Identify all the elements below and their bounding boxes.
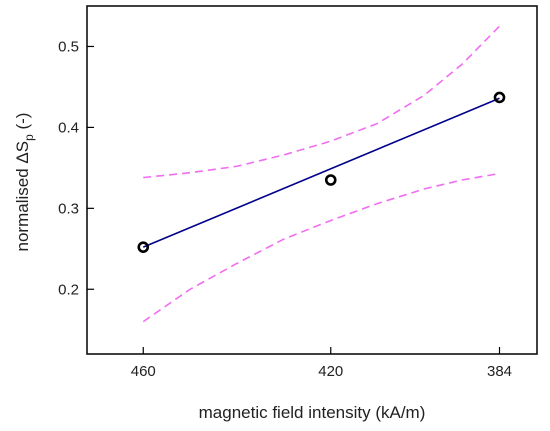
confidence-band-lower	[142, 172, 500, 323]
y-axis-title-suffix: (-)	[13, 113, 32, 135]
x-axis-title: magnetic field intensity (kA/m)	[199, 403, 426, 422]
x-tick-label-2: 384	[487, 363, 512, 380]
data-point-1	[324, 174, 337, 186]
x-tick-label-1: 420	[318, 363, 343, 380]
x-tick-label-0: 460	[131, 363, 156, 380]
plot-marks	[137, 25, 506, 323]
y-axis-title-prefix: normalised	[13, 164, 32, 252]
y-axis-title-symbol: ΔS	[13, 141, 32, 164]
plot-frame	[86, 5, 538, 355]
axis-ticks: 460 420 384 0.2 0.3 0.4 0.5	[58, 38, 512, 380]
y-axis-title: normalised ΔSp (-)	[13, 113, 36, 252]
y-tick-label-3: 0.5	[58, 38, 79, 55]
data-point-0	[137, 241, 150, 253]
y-tick-label-0: 0.2	[58, 281, 79, 298]
y-tick-label-1: 0.3	[58, 200, 79, 217]
data-point-2	[493, 91, 506, 104]
confidence-band-upper	[143, 25, 501, 179]
fit-line	[142, 97, 500, 248]
y-axis-title-subscript: p	[22, 134, 36, 141]
y-tick-label-2: 0.4	[58, 119, 79, 136]
